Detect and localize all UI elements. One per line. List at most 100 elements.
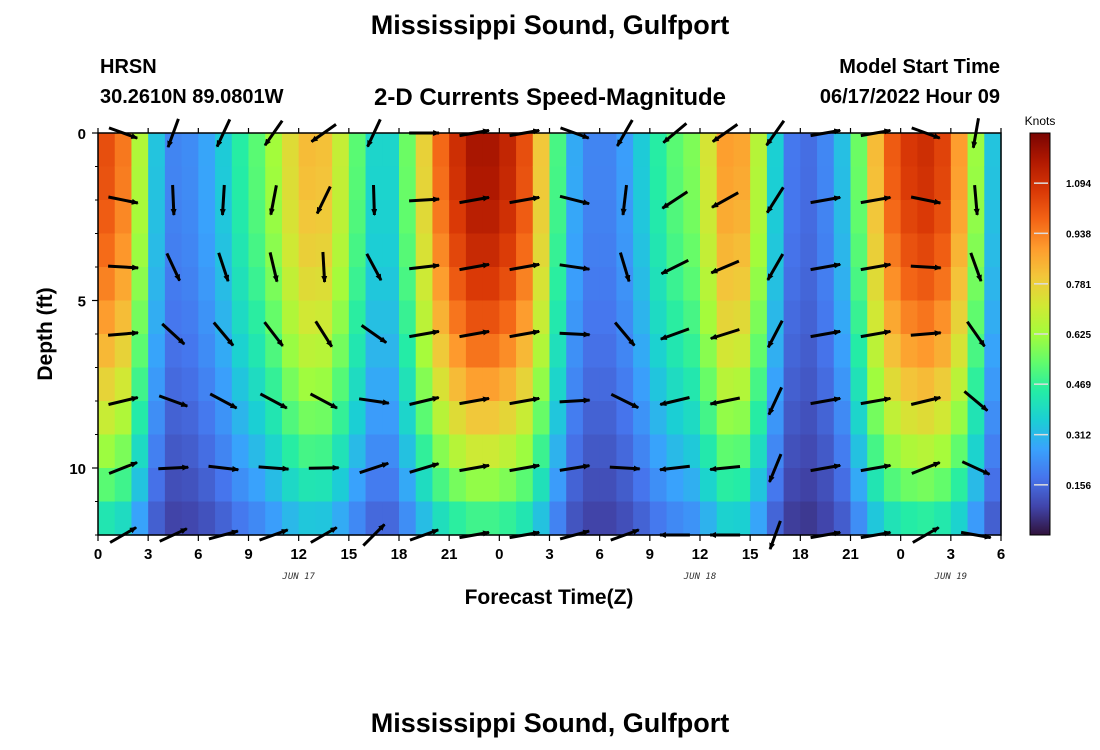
heat-cell: [582, 133, 601, 168]
heat-cell: [382, 267, 400, 302]
x-tick-label: 21: [842, 546, 859, 563]
heat-cell: [215, 501, 233, 536]
heat-cell: [198, 334, 216, 369]
heat-cell: [649, 334, 668, 369]
heat-cell: [281, 501, 300, 536]
heat-cell: [649, 468, 668, 503]
current-arrow: [409, 329, 440, 339]
heat-cell: [114, 501, 133, 536]
current-arrow: [509, 329, 541, 339]
heat-cell: [700, 133, 718, 168]
heat-cell: [883, 401, 902, 436]
heat-cell: [850, 166, 868, 201]
heat-cell: [164, 133, 183, 168]
heat-cell: [399, 334, 417, 369]
heat-cell: [198, 166, 216, 201]
date-label: JUN 17: [281, 572, 315, 582]
heat-cell: [950, 367, 969, 402]
heat-cell: [348, 166, 367, 201]
current-arrow: [259, 392, 288, 410]
heat-cell: [883, 468, 902, 503]
heat-cell: [883, 133, 902, 168]
heat-cell: [633, 401, 651, 436]
heat-cell: [365, 434, 383, 469]
heat-cell: [582, 434, 601, 469]
heat-cell: [783, 334, 801, 369]
heat-cell: [499, 401, 517, 436]
heat-cell: [499, 166, 517, 201]
heat-cell: [967, 233, 985, 268]
heat-cell: [114, 233, 133, 268]
x-tick-label: 18: [792, 546, 809, 563]
heat-cell: [817, 468, 835, 503]
heat-cell: [465, 501, 484, 536]
y-tick-label: 5: [78, 294, 86, 311]
heat-cell: [750, 233, 768, 268]
heat-cell: [783, 300, 801, 335]
heat-cell: [231, 501, 250, 536]
heat-cell: [399, 200, 417, 235]
current-arrow: [910, 330, 942, 337]
heat-cell: [415, 200, 434, 235]
heat-cell: [616, 133, 634, 168]
current-arrow: [409, 395, 440, 406]
y-axis-title: Depth (ft): [34, 287, 57, 380]
colorbar-tick-label: 0.312: [1066, 431, 1091, 442]
heat-cell: [934, 334, 952, 369]
x-tick-label: 0: [495, 546, 503, 563]
heat-cell: [148, 133, 166, 168]
heat-cell: [683, 434, 701, 469]
heat-cell: [365, 133, 383, 168]
heat-cell: [666, 434, 684, 469]
heat-cell: [850, 334, 868, 369]
heat-cell: [566, 468, 584, 503]
heat-cell: [148, 200, 166, 235]
heat-cell: [633, 133, 651, 168]
heat-cell: [281, 133, 300, 168]
heat-cell: [114, 401, 133, 436]
heat-cell: [616, 334, 634, 369]
heat-cell: [499, 267, 517, 302]
colorbar-tick-label: 1.094: [1066, 179, 1091, 190]
heat-cell: [465, 300, 484, 335]
heat-cell: [465, 401, 484, 436]
heat-cell: [582, 401, 601, 436]
current-arrow: [709, 465, 741, 472]
heat-cell: [566, 200, 584, 235]
x-tick-label: 18: [391, 546, 408, 563]
heat-cell: [382, 133, 400, 168]
heat-cell: [582, 166, 601, 201]
heat-cell: [700, 334, 718, 369]
heat-cell: [934, 300, 952, 335]
heat-cell: [231, 200, 250, 235]
heat-cell: [984, 166, 1002, 201]
heat-cell: [883, 300, 902, 335]
model-start-label: Model Start Time: [839, 56, 1000, 78]
heat-cell: [817, 434, 835, 469]
heat-cell: [666, 233, 684, 268]
heat-cell: [482, 233, 500, 268]
heat-cell: [131, 501, 149, 536]
heat-cell: [817, 133, 835, 168]
heat-cell: [415, 166, 434, 201]
heat-cell: [733, 233, 751, 268]
current-arrow: [766, 320, 784, 349]
heat-cell: [549, 434, 567, 469]
current-arrow: [459, 396, 490, 406]
heat-cell: [98, 166, 116, 201]
current-arrow: [268, 185, 278, 216]
heat-cell: [850, 133, 868, 168]
heat-cell: [817, 501, 835, 536]
heat-cell: [516, 401, 534, 436]
heat-cell: [666, 200, 684, 235]
heat-cell: [231, 166, 250, 201]
heat-cell: [700, 501, 718, 536]
colorbar-tick-label: 0.469: [1066, 380, 1091, 391]
heat-cell: [549, 133, 567, 168]
heat-cell: [131, 367, 149, 402]
heat-cell: [449, 200, 467, 235]
heat-cell: [683, 267, 701, 302]
current-arrow: [509, 262, 541, 272]
heat-cell: [683, 367, 701, 402]
heat-cell: [766, 401, 785, 436]
